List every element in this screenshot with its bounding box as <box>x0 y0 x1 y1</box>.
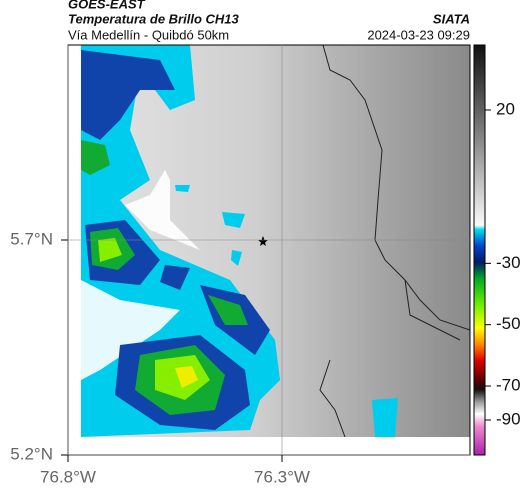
colorbar-tick-label: 20 <box>496 99 515 118</box>
colorbar-tick-label: -90 <box>496 409 521 428</box>
y-tick-label: 5.7°N <box>10 229 53 248</box>
colorbar-tick-label: -70 <box>496 376 521 395</box>
x-tick-label: 76.3°W <box>254 467 310 486</box>
location: Vía Medellín - Quibdó 50km <box>68 27 229 42</box>
datetime: 2024-03-23 09:29 <box>367 27 470 42</box>
satellite: GOES-EAST <box>68 0 146 11</box>
colorbar-tick-label: -30 <box>496 253 521 272</box>
station-marker <box>258 236 268 246</box>
product: Temperatura de Brillo CH13 <box>68 11 240 26</box>
y-tick-label: 5.2°N <box>10 444 53 463</box>
colorbar-tick-label: -50 <box>496 314 521 333</box>
colorbar <box>473 44 486 456</box>
x-tick-label: 76.8°W <box>40 467 96 486</box>
source: SIATA <box>433 11 470 26</box>
map-axes: 5.7°N 5.2°N 76.8°W 76.3°W <box>10 45 470 486</box>
satellite-image <box>81 45 470 437</box>
colorbar-axes: 20 -30 -50 -70 -90 <box>485 99 521 428</box>
